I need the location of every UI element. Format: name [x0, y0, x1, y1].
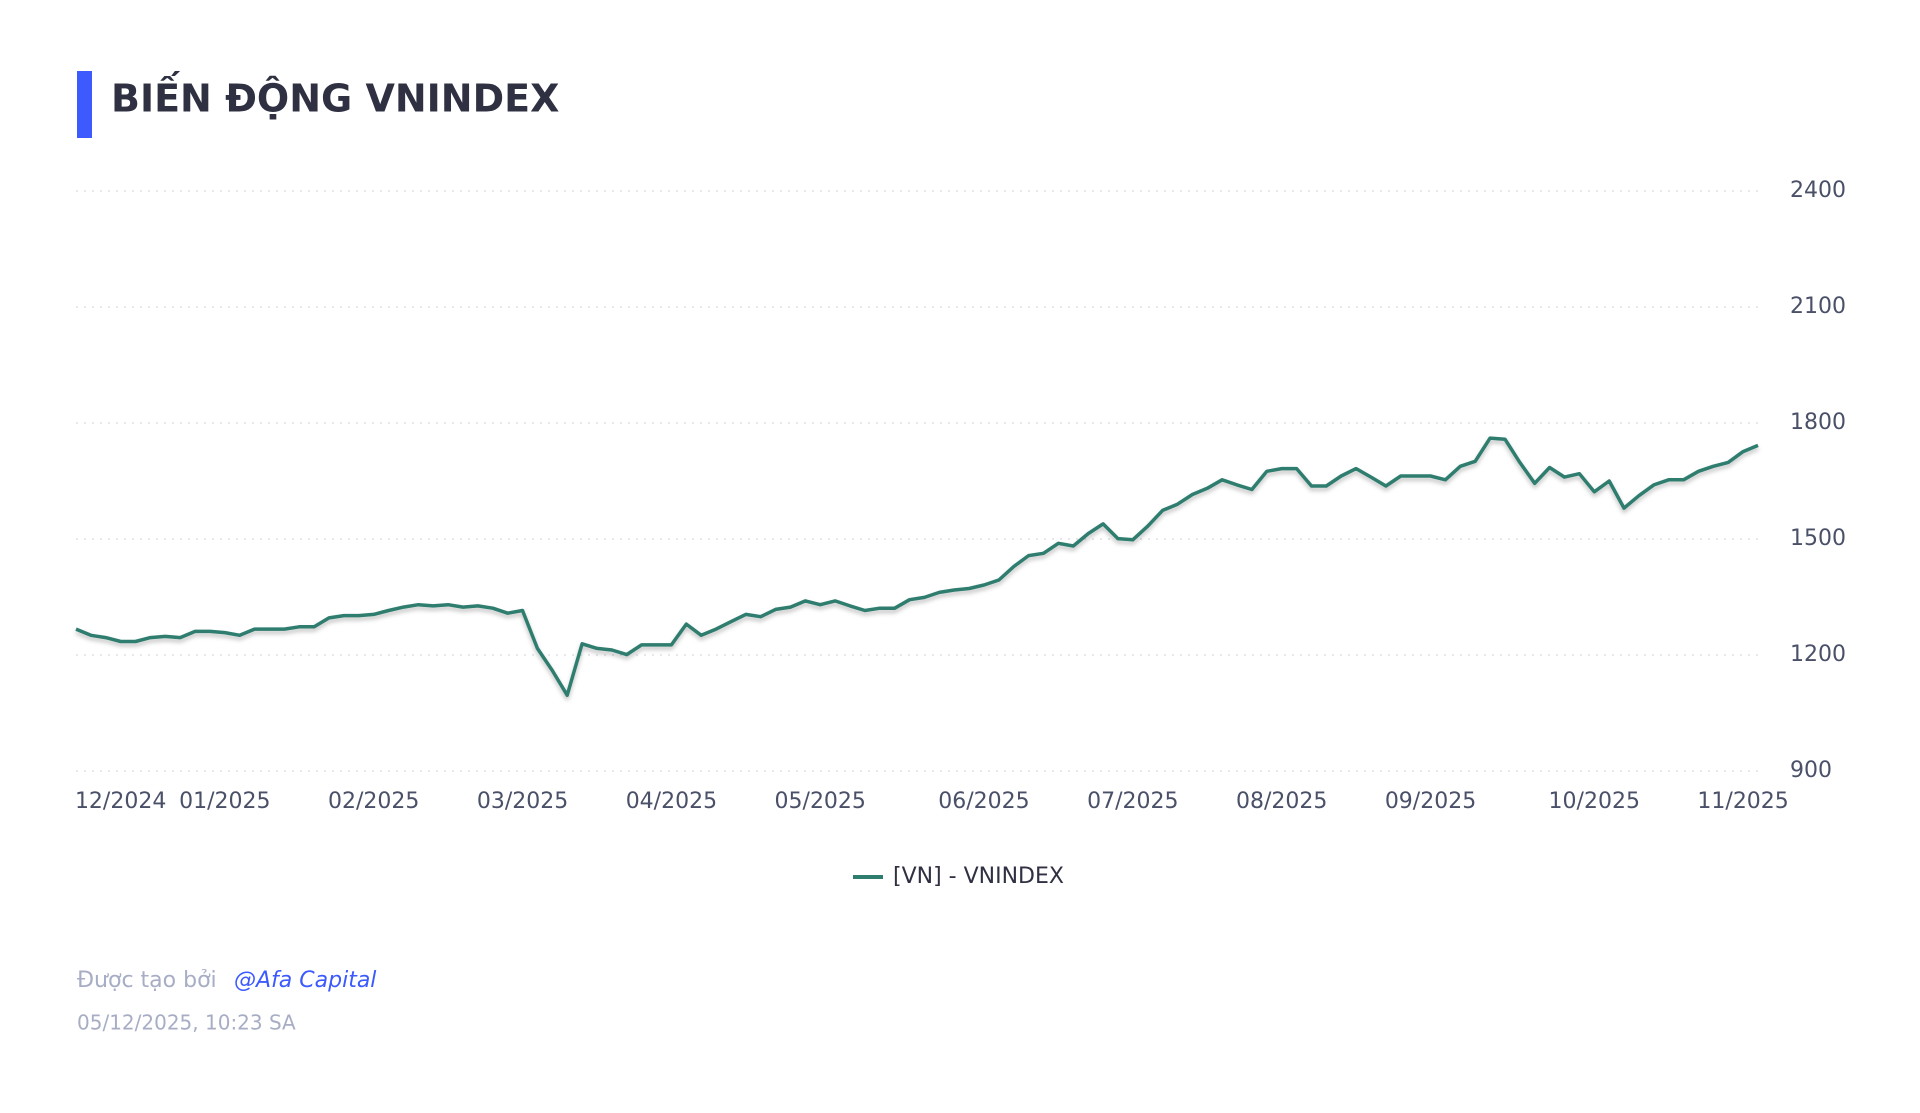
title-accent — [77, 71, 92, 138]
y-tick-label: 900 — [1790, 758, 1832, 783]
timestamp: 05/12/2025, 10:23 SA — [77, 1011, 296, 1035]
legend-label[interactable]: [VN] - VNINDEX — [893, 864, 1064, 889]
x-tick-label: 03/2025 — [477, 789, 568, 814]
y-tick-label: 1200 — [1790, 642, 1846, 667]
y-tick-label: 2400 — [1790, 178, 1846, 203]
x-tick-label: 04/2025 — [626, 789, 717, 814]
x-tick-label: 09/2025 — [1385, 789, 1476, 814]
y-tick-label: 1800 — [1790, 410, 1846, 435]
x-tick-label: 08/2025 — [1236, 789, 1327, 814]
y-tick-label: 2100 — [1790, 294, 1846, 319]
x-tick-label: 07/2025 — [1087, 789, 1178, 814]
x-tick-label: 11/2025 — [1697, 789, 1788, 814]
x-tick-label: 06/2025 — [938, 789, 1029, 814]
series-line — [75, 436, 1759, 697]
x-tick-label: 10/2025 — [1549, 789, 1640, 814]
y-tick-label: 1500 — [1790, 526, 1846, 551]
credit-prefix: Được tạo bởi — [77, 968, 217, 993]
x-tick-label: 02/2025 — [328, 789, 419, 814]
x-tick-label: 12/2024 — [75, 789, 166, 814]
x-tick-label: 05/2025 — [775, 789, 866, 814]
credit-name[interactable]: @Afa Capital — [234, 968, 376, 993]
chart-title: BIẾN ĐỘNG VNINDEX — [111, 72, 559, 121]
x-tick-label: 01/2025 — [179, 789, 270, 814]
